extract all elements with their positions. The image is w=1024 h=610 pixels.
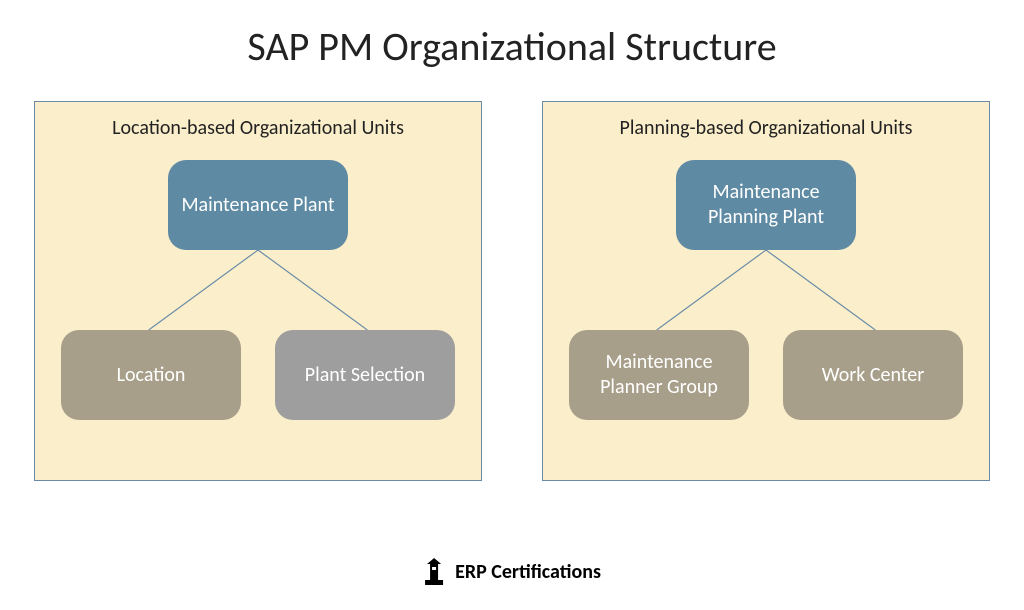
page-title: SAP PM Organizational Structure [0, 22, 1024, 71]
location-panel: Location-based Organizational Units Main… [34, 101, 482, 481]
maintenance-plant-label: Maintenance Plant [181, 193, 334, 218]
location-panel-title: Location-based Organizational Units [53, 116, 463, 140]
plant-selection-label: Plant Selection [305, 363, 425, 388]
plant-selection-node: Plant Selection [275, 330, 455, 420]
maintenance-plant-node: Maintenance Plant [168, 160, 348, 250]
planning-panel: Planning-based Organizational Units Main… [542, 101, 990, 481]
maintenance-planner-group-label: Maintenance Planner Group [579, 350, 739, 400]
location-node: Location [61, 330, 241, 420]
maintenance-planning-plant-label: Maintenance Planning Plant [686, 180, 846, 230]
maintenance-planner-group-node: Maintenance Planner Group [569, 330, 749, 420]
location-label: Location [117, 363, 186, 388]
footer-text: ERP Certifications [455, 560, 601, 584]
maintenance-planning-plant-node: Maintenance Planning Plant [676, 160, 856, 250]
footer: ERP Certifications [423, 558, 601, 586]
location-tree: Maintenance Plant Location Plant Selecti… [53, 160, 463, 440]
panels-container: Location-based Organizational Units Main… [0, 101, 1024, 481]
work-center-label: Work Center [822, 363, 924, 388]
work-center-node: Work Center [783, 330, 963, 420]
lighthouse-icon [423, 558, 445, 586]
planning-tree: Maintenance Planning Plant Maintenance P… [561, 160, 971, 440]
planning-panel-title: Planning-based Organizational Units [561, 116, 971, 140]
location-connectors [53, 250, 463, 330]
planning-connectors [561, 250, 971, 330]
